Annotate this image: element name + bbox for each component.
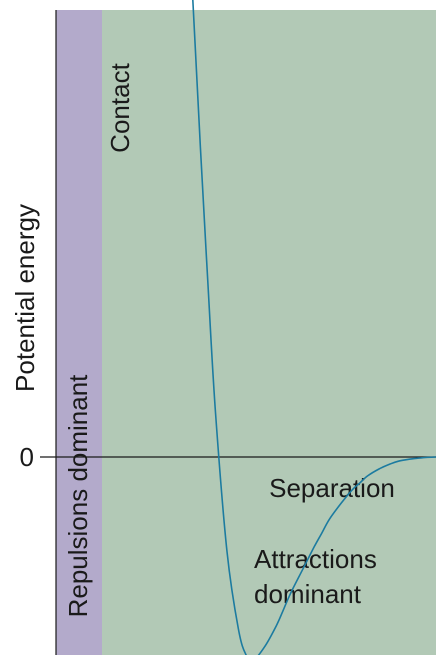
attractions-label-line-2: dominant: [254, 579, 362, 609]
x-axis-label: Separation: [269, 473, 395, 503]
attractions-label: Attractions dominant: [254, 544, 384, 609]
repulsion-label: Repulsions dominant: [63, 374, 93, 618]
y-axis-label: Potential energy: [10, 204, 40, 392]
y-tick-label-zero: 0: [20, 442, 34, 472]
contact-label: Contact: [105, 62, 135, 152]
attraction-region: [56, 10, 436, 655]
attractions-label-line-1: Attractions: [254, 544, 377, 574]
potential-curve: [191, 0, 436, 655]
repulsion-band: [56, 10, 102, 655]
